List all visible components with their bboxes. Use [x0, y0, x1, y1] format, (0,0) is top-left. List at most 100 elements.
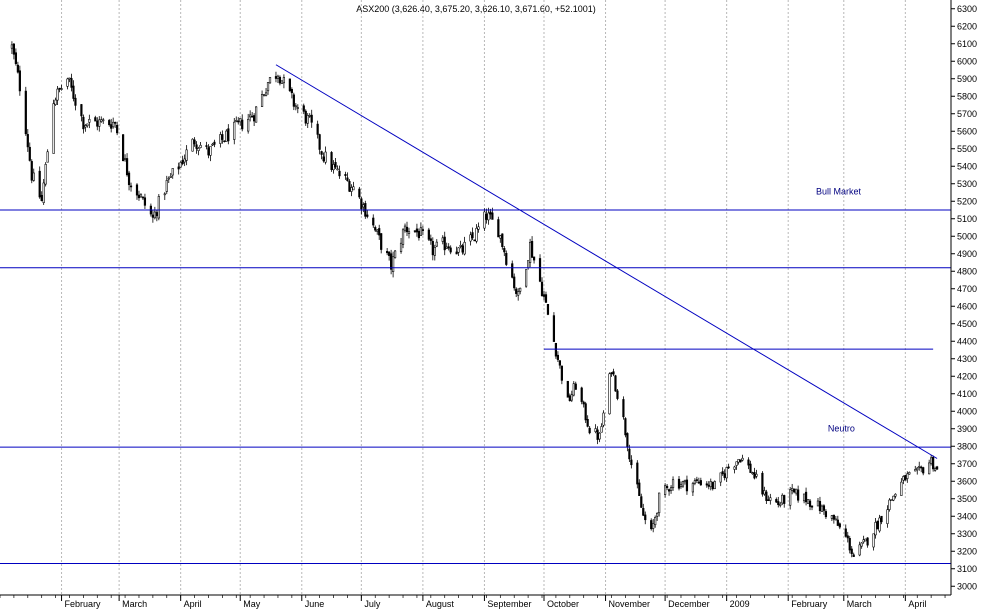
candle: [544, 291, 548, 303]
candle: [640, 493, 643, 508]
y-tick-label: 3000: [957, 581, 977, 591]
candle: [390, 249, 393, 275]
candle: [80, 103, 83, 122]
candle: [139, 193, 143, 198]
candle: [227, 124, 230, 145]
candle: [352, 181, 355, 191]
candle: [511, 260, 514, 279]
candle: [791, 483, 794, 495]
candle: [483, 208, 486, 231]
candle: [219, 131, 222, 148]
candle: [185, 145, 188, 166]
candle: [822, 504, 826, 515]
candle: [775, 497, 778, 504]
candle: [469, 231, 472, 246]
chart-title: ASX200 (3,626.40, 3,675.20, 3,626.10, 3,…: [356, 4, 595, 14]
candle: [886, 505, 889, 528]
candle: [96, 117, 99, 131]
candle: [489, 208, 492, 220]
y-tick-label: 4300: [957, 354, 977, 364]
candle: [94, 115, 97, 122]
candle: [892, 495, 895, 502]
candle: [777, 496, 780, 508]
candle: [820, 504, 824, 512]
candle: [324, 146, 327, 165]
candle: [654, 515, 657, 528]
candle: [183, 154, 186, 167]
candle: [721, 467, 724, 476]
candle: [260, 90, 264, 108]
candle: [830, 515, 833, 522]
candle: [46, 149, 49, 163]
candle: [685, 475, 689, 495]
candle: [749, 460, 752, 473]
y-tick-label: 4000: [957, 406, 977, 416]
candle: [308, 113, 311, 118]
candle: [274, 71, 278, 83]
x-tick-label: November: [609, 599, 651, 609]
candle: [669, 485, 673, 494]
x-tick-label: December: [668, 599, 710, 609]
candle: [358, 186, 361, 199]
candle: [473, 239, 476, 242]
candle: [554, 342, 558, 359]
candle: [497, 216, 500, 238]
candle: [582, 400, 585, 408]
candle: [723, 469, 726, 481]
candle: [876, 520, 879, 530]
candle: [866, 537, 869, 548]
candle: [167, 176, 170, 184]
x-tick-label: July: [364, 599, 381, 609]
candle: [213, 139, 216, 148]
candle: [334, 157, 337, 169]
y-tick-label: 4500: [957, 319, 977, 329]
candle: [916, 466, 919, 475]
candle: [832, 514, 835, 524]
candle: [709, 478, 712, 491]
candle: [181, 155, 184, 166]
y-tick-label: 6200: [957, 21, 977, 31]
candle: [443, 231, 446, 256]
candle: [306, 113, 309, 129]
candle: [850, 546, 853, 558]
candle: [251, 112, 254, 118]
candle: [665, 484, 669, 491]
candle: [864, 538, 867, 542]
candle: [658, 492, 661, 517]
candle: [26, 129, 29, 152]
candle: [137, 190, 141, 201]
candle: [572, 381, 575, 397]
candle: [546, 304, 550, 316]
candle: [102, 117, 105, 124]
candle: [540, 277, 544, 297]
candle: [346, 172, 349, 182]
candle: [741, 454, 744, 462]
candle: [727, 463, 730, 469]
candle: [282, 74, 286, 89]
candle: [602, 410, 605, 428]
candle: [288, 78, 291, 92]
candle: [419, 222, 423, 236]
candle: [112, 117, 115, 129]
candle: [179, 161, 182, 168]
candle: [431, 237, 434, 261]
candle: [165, 175, 168, 195]
candle: [793, 488, 796, 494]
candle: [336, 165, 339, 171]
candle: [888, 498, 891, 512]
y-tick-label: 3200: [957, 546, 977, 556]
candle: [163, 192, 166, 201]
annotation-layer: Bull Market Neutro: [816, 186, 862, 433]
candle: [906, 471, 909, 483]
candle: [249, 110, 252, 122]
candle: [499, 234, 502, 243]
x-tick-label: February: [791, 599, 828, 609]
candle: [763, 486, 766, 496]
candle: [844, 524, 847, 538]
candle: [38, 166, 41, 199]
candle: [330, 151, 333, 172]
x-tick-label: March: [122, 599, 147, 609]
candle: [403, 223, 407, 233]
candle: [129, 182, 133, 192]
candle: [477, 222, 480, 233]
